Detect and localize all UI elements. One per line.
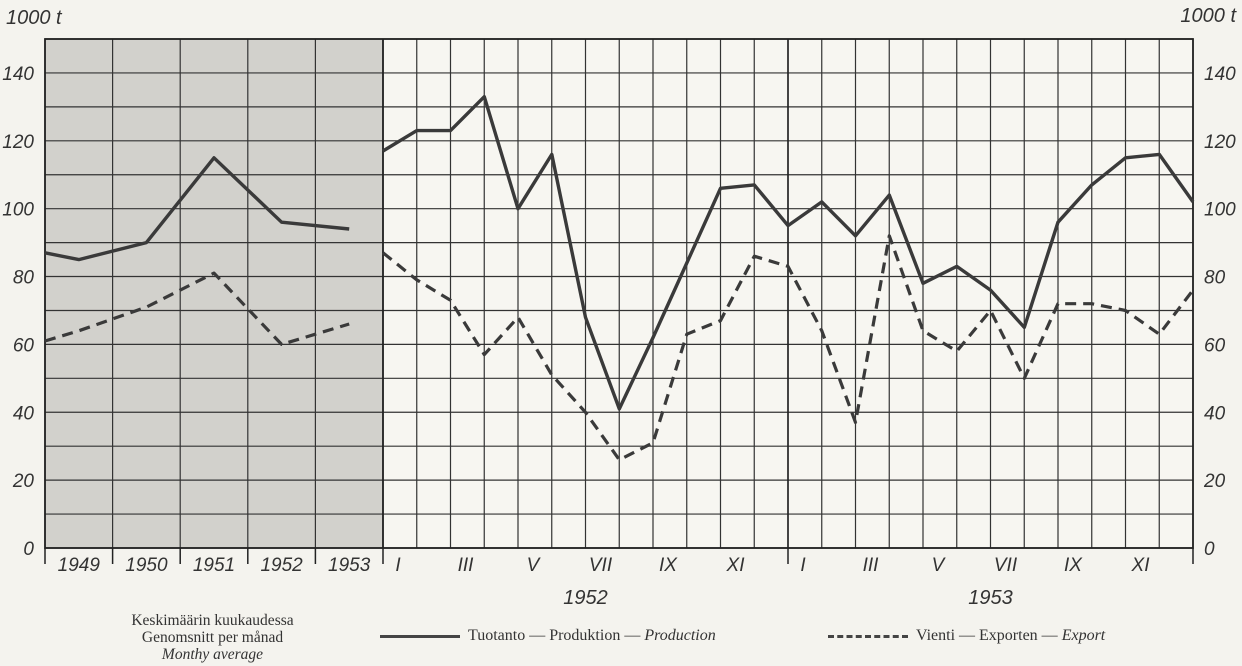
series	[44, 94, 1195, 462]
x-tick-label-year: 1950	[125, 555, 168, 576]
x-tick-label-month: I	[395, 555, 401, 576]
legend-production-italic: Production	[644, 627, 716, 644]
grid	[44, 38, 1194, 564]
y-tick-label-left: 120	[2, 132, 34, 153]
series-line-annual-export	[44, 271, 350, 346]
x-tick-label-month: IX	[659, 555, 678, 576]
y-tick-label-left: 20	[12, 471, 35, 492]
x-year-label: 1953	[968, 587, 1013, 609]
x-tick-label-year: 1949	[58, 555, 101, 576]
y-tick-label-left: 40	[13, 403, 35, 424]
y-tick-label-right: 20	[1203, 471, 1226, 492]
x-tick-label-year: 1953	[328, 555, 371, 576]
legend-export-italic: Export	[1061, 627, 1106, 644]
x-tick-label-month: III	[458, 555, 475, 576]
legend-export-label: Vienti — Exporten —	[916, 627, 1062, 644]
series-line-monthly-production	[382, 94, 1195, 411]
x-tick-label-year: 1951	[193, 555, 235, 576]
legend-swatch-solid	[380, 634, 460, 638]
legend-export: Vienti — Exporten — Export	[828, 627, 1105, 645]
note-line-fi: Keskimäärin kuukaudessa	[131, 612, 294, 629]
y-tick-label-right: 60	[1204, 335, 1226, 356]
y-tick-label-right: 120	[1204, 132, 1236, 153]
x-tick-label-month: VII	[994, 555, 1018, 576]
note-line-sv: Genomsnitt per månad	[141, 629, 284, 646]
average-panel-shade	[45, 39, 383, 548]
plot-border	[44, 38, 1194, 549]
legend-swatch-dashed	[828, 634, 908, 638]
x-tick-label-month: V	[932, 555, 947, 576]
x-tick-label-month: IX	[1064, 555, 1083, 576]
series-line-monthly-export	[381, 234, 1195, 462]
x-tick-label-month: I	[800, 555, 806, 576]
y-tick-label-right: 140	[1204, 64, 1236, 85]
y-tick-label-right: 80	[1204, 268, 1226, 289]
unit-label-left: 1000 t	[6, 7, 63, 29]
y-tick-label-left: 80	[13, 268, 35, 289]
y-tick-label-left: 60	[13, 335, 35, 356]
x-tick-label-month: III	[863, 555, 880, 576]
series-line-annual-production	[44, 156, 350, 262]
unit-label-right: 1000 t	[1180, 5, 1237, 27]
legend-production-label: Tuotanto — Produktion —	[468, 627, 645, 644]
x-year-label: 1952	[563, 587, 608, 609]
x-tick-label-month: VII	[589, 555, 613, 576]
y-tick-label-left: 100	[2, 200, 34, 221]
y-tick-label-left: 0	[23, 539, 34, 560]
average-note: Keskimäärin kuukaudessa Genomsnitt per m…	[60, 612, 365, 663]
legend-production: Tuotanto — Produktion — Production	[380, 627, 716, 645]
x-tick-label-month: V	[527, 555, 542, 576]
y-tick-label-right: 40	[1204, 403, 1226, 424]
y-tick-label-right: 100	[1204, 200, 1236, 221]
y-tick-label-right: 0	[1204, 539, 1215, 560]
x-tick-label-year: 1952	[260, 555, 303, 576]
axis-labels: 1000 t 1000 t 0 0 20 20 40 40 60 60 80 80 100 100 120 1…	[2, 5, 1237, 609]
x-tick-label-month: XI	[1131, 555, 1151, 576]
note-line-en: Monthy average	[161, 646, 264, 663]
x-tick-label-month: XI	[726, 555, 746, 576]
y-tick-label-left: 140	[2, 64, 34, 85]
